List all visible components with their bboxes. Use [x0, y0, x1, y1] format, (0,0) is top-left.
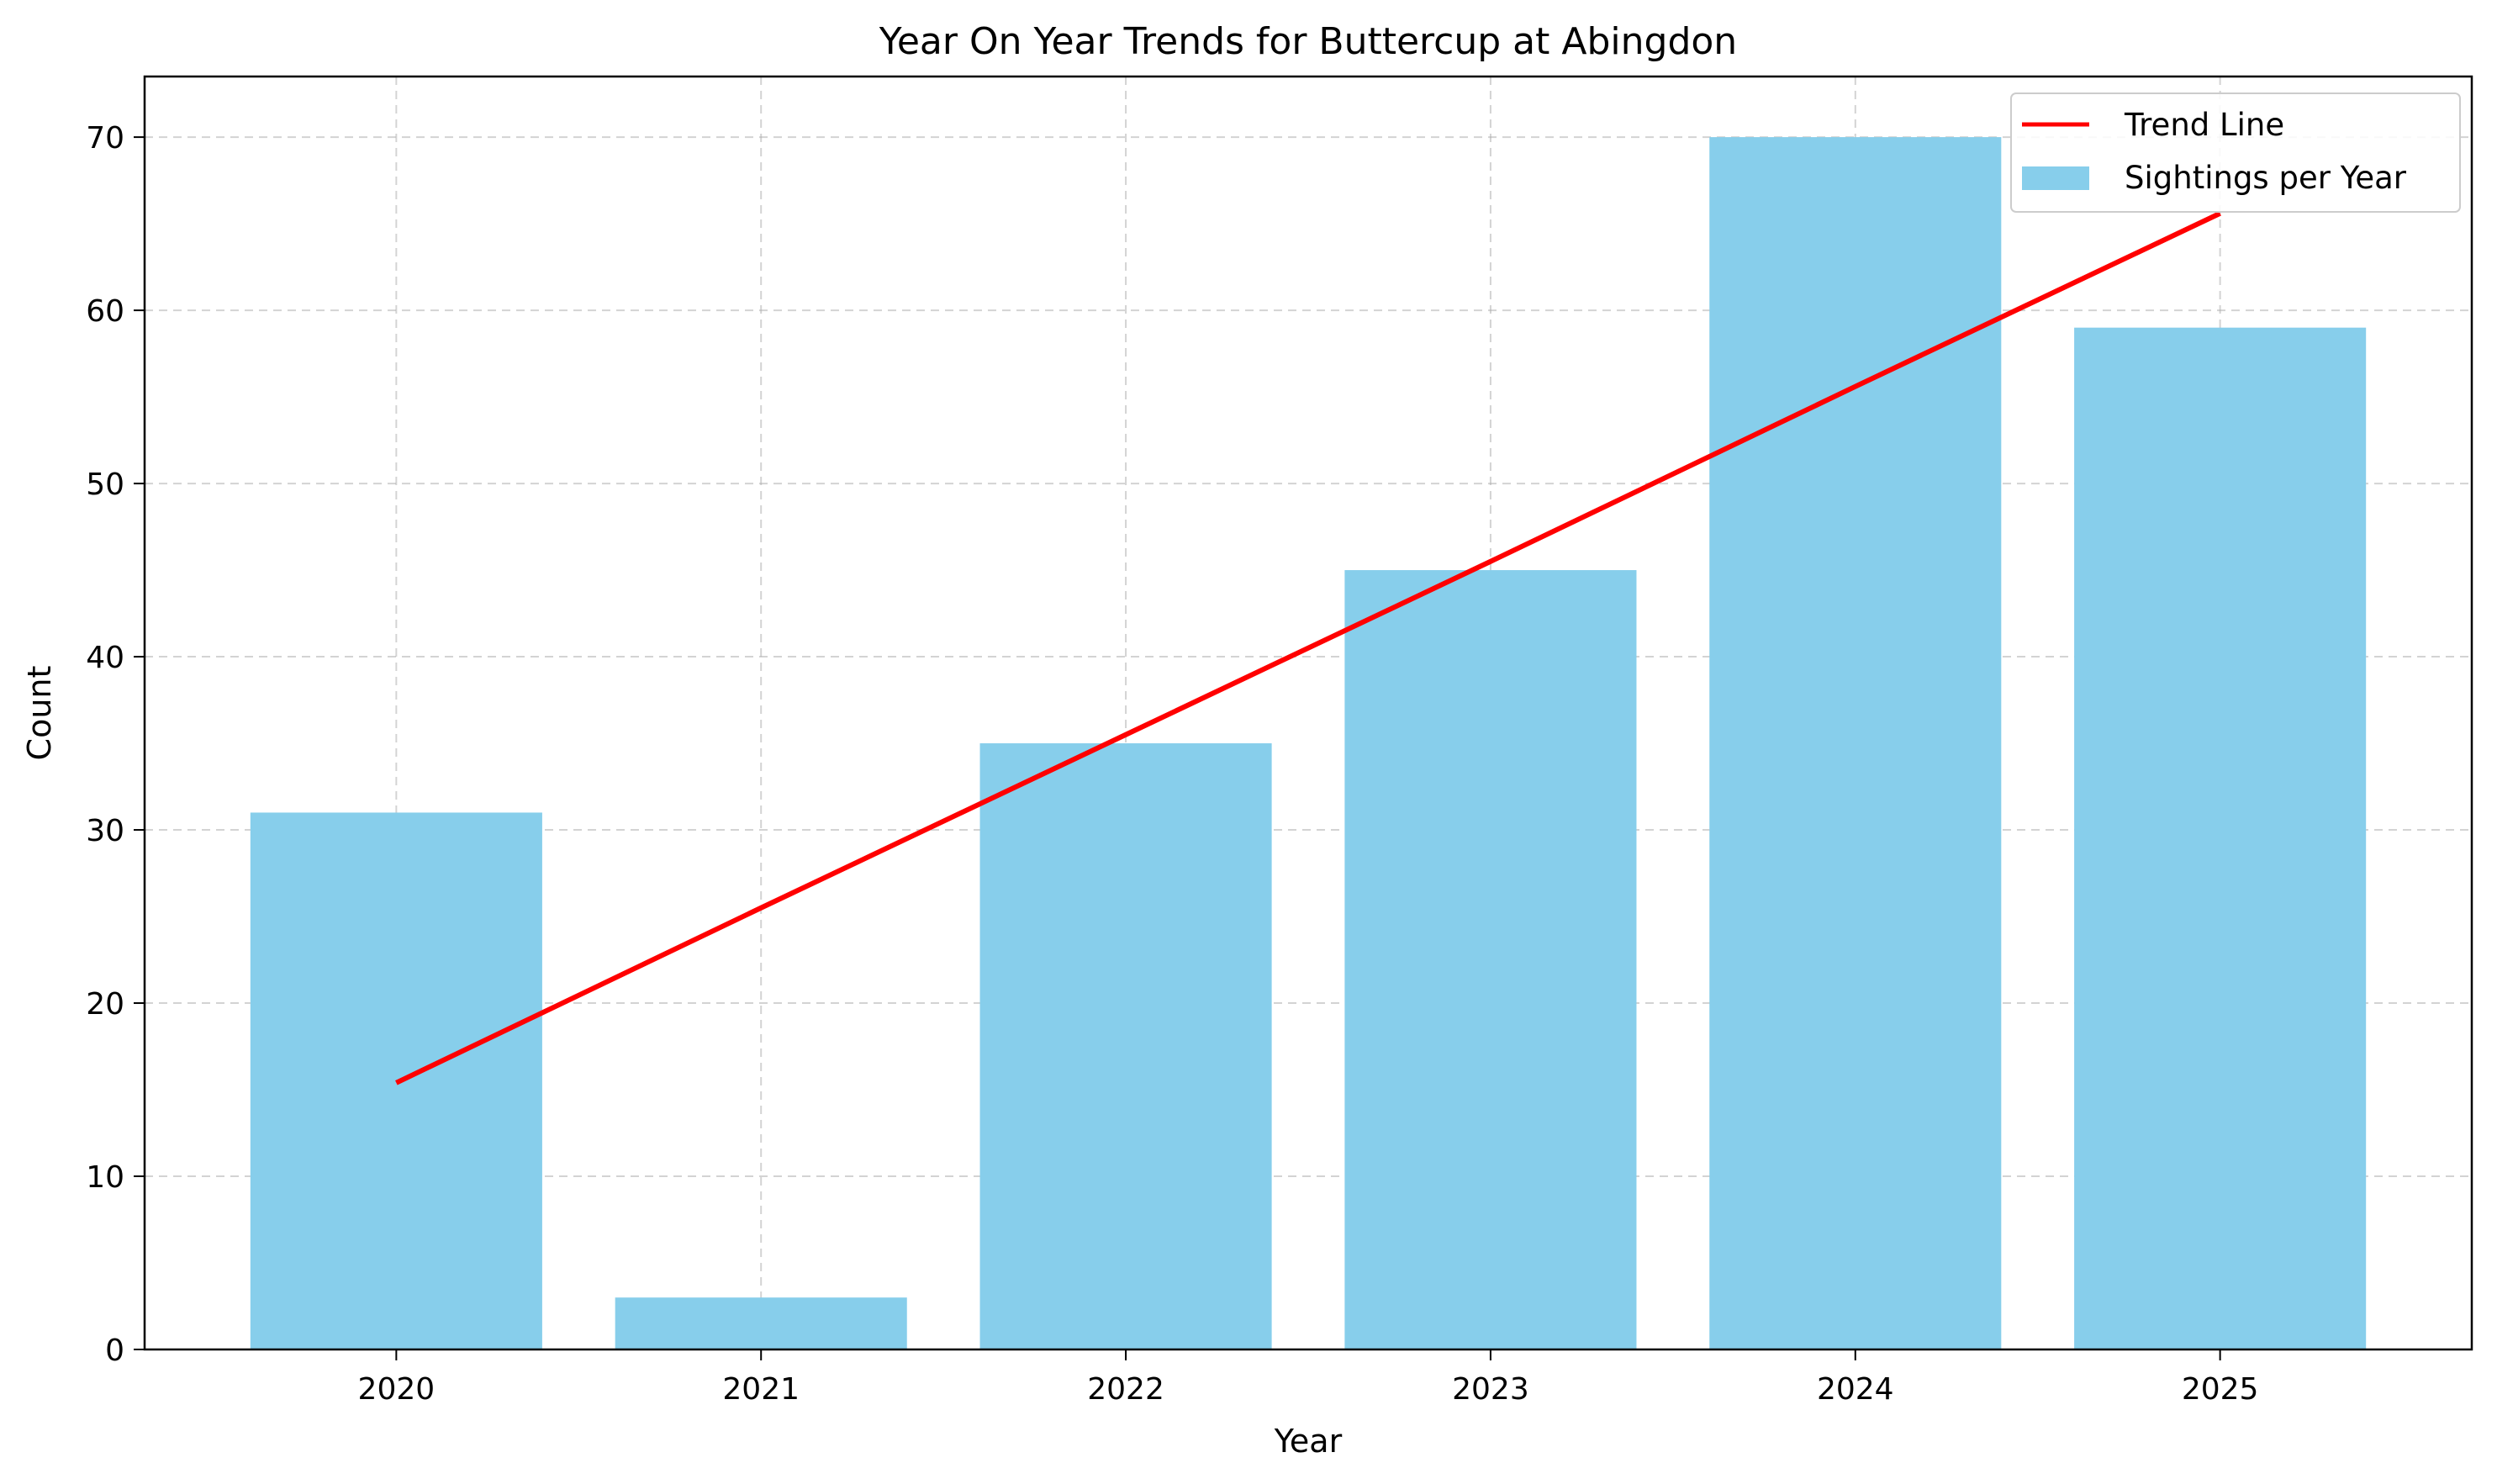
- x-tick-label: 2021: [722, 1372, 800, 1407]
- x-tick-label: 2025: [2182, 1372, 2259, 1407]
- x-tick-label: 2024: [1817, 1372, 1894, 1407]
- y-tick-label: 30: [86, 814, 124, 848]
- x-tick-label: 2023: [1452, 1372, 1529, 1407]
- y-tick-label: 40: [86, 641, 124, 675]
- y-tick-label: 0: [105, 1333, 124, 1368]
- bar: [1709, 137, 2002, 1350]
- x-tick-label: 2022: [1087, 1372, 1164, 1407]
- legend-label-trend-line: Trend Line: [2124, 107, 2284, 143]
- plot-frame: [143, 75, 2473, 1351]
- y-tick-label: 10: [86, 1160, 124, 1195]
- legend-box: [2010, 92, 2461, 213]
- legend-swatch-sightings: [2022, 166, 2089, 190]
- y-tick-label: 50: [86, 467, 124, 502]
- x-tick-label: 2020: [358, 1372, 436, 1407]
- y-tick-label: 20: [86, 987, 124, 1022]
- y-axis-title: Count: [21, 666, 58, 761]
- bar: [979, 743, 1272, 1349]
- x-axis-title: Year: [1274, 1423, 1343, 1460]
- legend-label-sightings: Sightings per Year: [2125, 160, 2407, 196]
- legend: Trend Line Sightings per Year: [2010, 92, 2461, 213]
- bar: [615, 1297, 907, 1349]
- trend-line: [395, 211, 2221, 1085]
- bar: [1344, 570, 1637, 1349]
- bar-series: [250, 137, 2367, 1350]
- axis-ticks: 0 10 20 30 40 50 60 70 2020 2021 2022 2023 2024 2025: [86, 121, 2258, 1407]
- chart-title: Year On Year Trends for Buttercup at Abi…: [879, 20, 1737, 63]
- bar: [2074, 327, 2367, 1349]
- y-tick-label: 60: [86, 294, 124, 329]
- trend-line-series: [395, 211, 2221, 1085]
- y-tick-label: 70: [86, 121, 124, 156]
